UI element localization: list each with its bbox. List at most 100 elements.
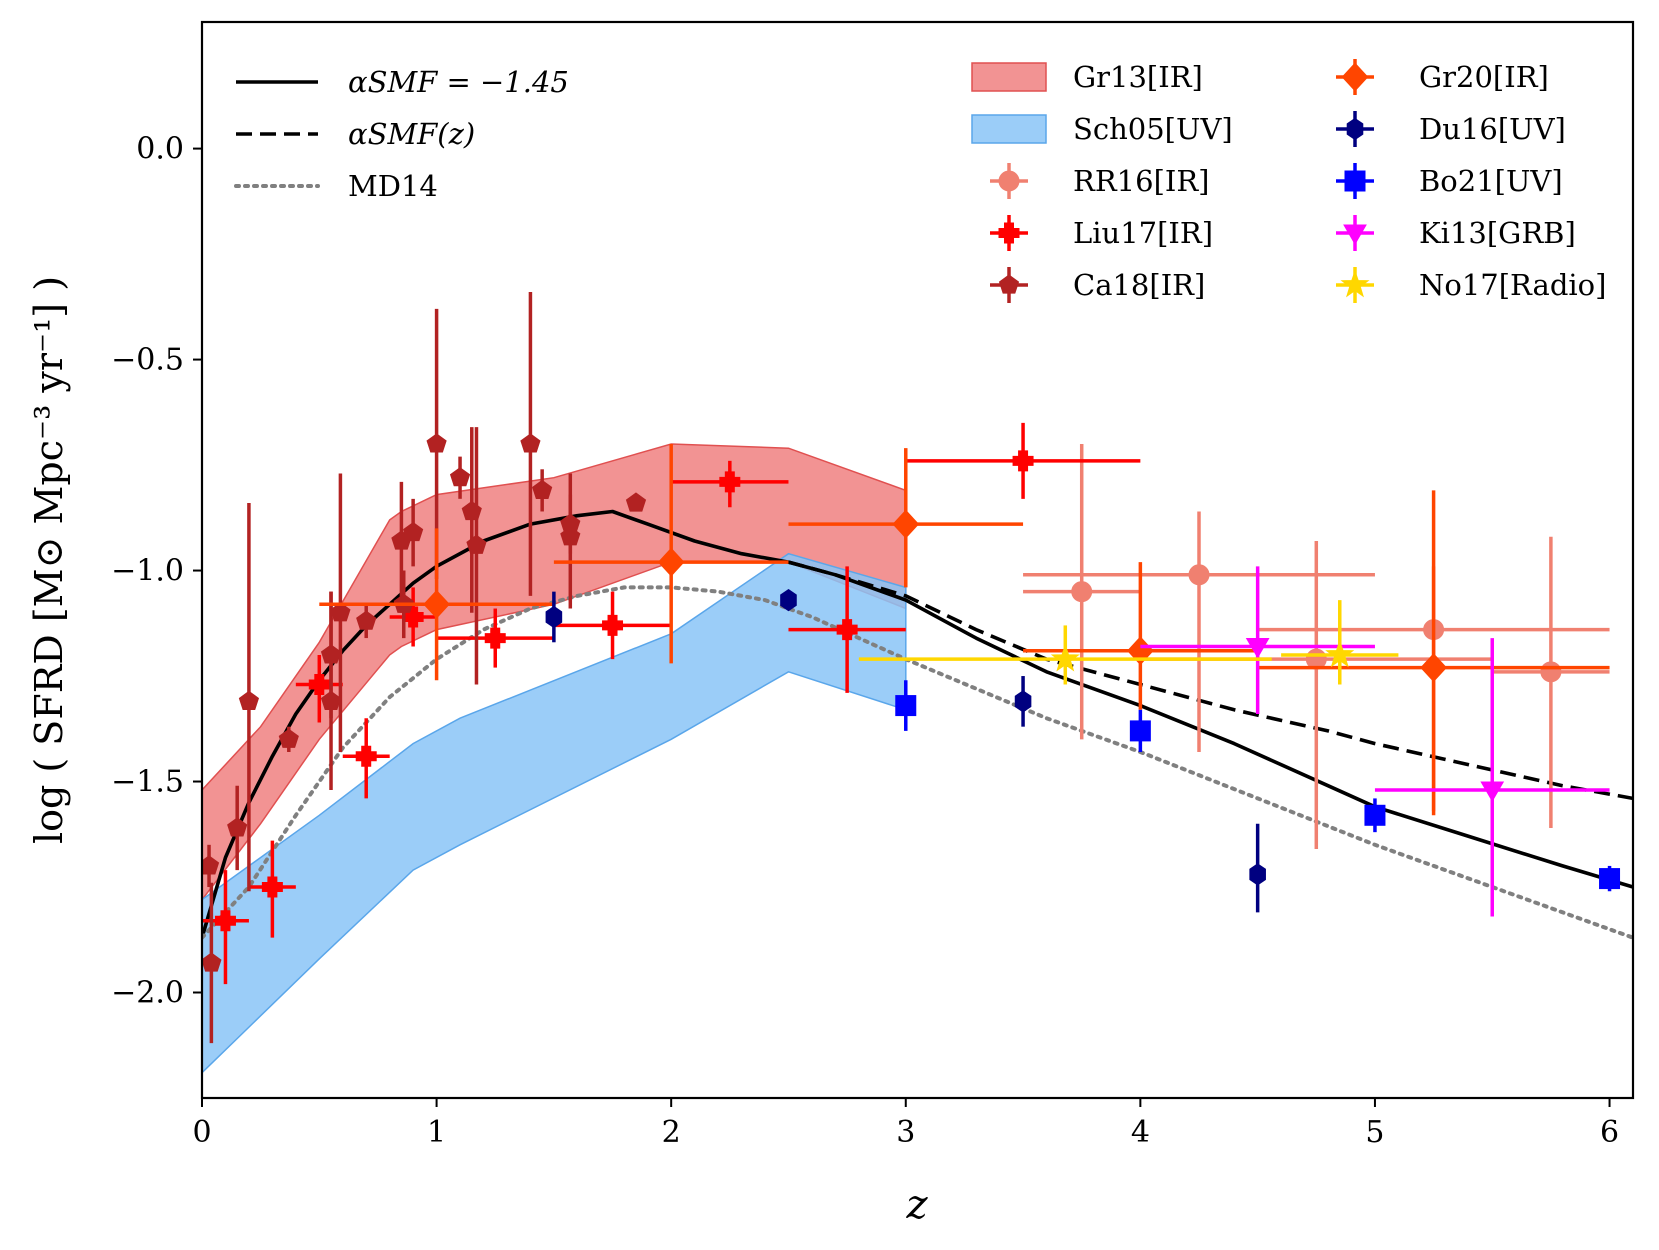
legend-label-bo21-uv: Bo21[UV] bbox=[1419, 164, 1563, 198]
no17-radio-point-1 bbox=[1281, 600, 1399, 685]
ca18-ir-marker-2 bbox=[227, 817, 248, 837]
legend-item-alpha-smf-fixed: αSMF = −1.45 bbox=[236, 65, 569, 99]
legend-swatch-gr20-ir bbox=[1336, 59, 1374, 95]
gr20-ir-point-3 bbox=[1023, 562, 1258, 710]
ki13-grb-marker-1 bbox=[1480, 781, 1505, 802]
y-tick-label-1: −0.5 bbox=[111, 343, 184, 378]
ki13-grb-point-1 bbox=[1374, 638, 1610, 917]
ca18-ir-marker-0 bbox=[202, 855, 220, 875]
gr20-ir-point-2 bbox=[788, 448, 1024, 588]
legend-marker-no17-radio bbox=[1340, 269, 1370, 298]
ca18-ir-marker-17 bbox=[532, 479, 553, 499]
ca18-ir-point-17 bbox=[532, 469, 553, 512]
ca18-ir-marker-16 bbox=[520, 433, 541, 453]
legend-marker-gr20-ir bbox=[1341, 62, 1369, 92]
ca18-ir-marker-8 bbox=[356, 610, 377, 630]
liu17-ir-point-5 bbox=[436, 608, 554, 668]
du16-uv-point-1 bbox=[780, 588, 797, 612]
legend-marker-ki13-grb bbox=[1343, 224, 1367, 245]
legend-label-liu17-ir: Liu17[IR] bbox=[1073, 216, 1213, 250]
y-tick-label-0: 0.0 bbox=[136, 132, 184, 167]
rr16-ir-point-0 bbox=[1023, 443, 1141, 740]
legend-label-gr13-ir: Gr13[IR] bbox=[1073, 60, 1203, 94]
series-du16-uv bbox=[545, 588, 1266, 913]
ca18-ir-point-2 bbox=[227, 785, 248, 871]
gr20-ir-marker-2 bbox=[892, 509, 920, 539]
bo21-uv-point-0 bbox=[895, 680, 917, 731]
bo21-uv-point-3 bbox=[1599, 865, 1621, 892]
no17-radio-marker-1 bbox=[1325, 639, 1355, 668]
legend-swatch-du16-uv bbox=[1336, 111, 1374, 147]
legend-item-du16-uv: Du16[UV] bbox=[1336, 111, 1566, 147]
legend-label-gr20-ir: Gr20[IR] bbox=[1419, 60, 1549, 94]
bo21-uv-marker-0 bbox=[895, 695, 917, 717]
legend-marker-ca18-ir bbox=[998, 274, 1020, 294]
liu17-ir-marker-8 bbox=[836, 619, 858, 641]
legend-item-alpha-smf-z: αSMF(z) bbox=[236, 117, 475, 151]
ca18-ir-marker-20 bbox=[625, 492, 647, 512]
ca18-ir-marker-11 bbox=[403, 521, 424, 542]
legend-item-md14: MD14 bbox=[234, 169, 438, 203]
gr20-ir-marker-1 bbox=[657, 547, 685, 577]
ki13-grb-marker-0 bbox=[1245, 638, 1270, 659]
x-tick-label-3: 3 bbox=[896, 1115, 915, 1150]
legend-label-no17-radio: No17[Radio] bbox=[1419, 268, 1606, 302]
no17-radio-point-0 bbox=[858, 625, 1272, 685]
legend-label-alpha-smf-z: αSMF(z) bbox=[348, 117, 475, 151]
ca18-ir-point-1 bbox=[202, 882, 222, 1044]
legend-label-du16-uv: Du16[UV] bbox=[1419, 112, 1566, 146]
ca18-ir-point-3 bbox=[238, 503, 260, 892]
legend-swatch-sch05-uv bbox=[971, 114, 1047, 144]
rr16-ir-marker-0 bbox=[1071, 581, 1093, 603]
ca18-ir-point-4 bbox=[278, 726, 299, 752]
liu17-ir-point-6 bbox=[553, 591, 672, 660]
liu17-ir-point-8 bbox=[788, 566, 906, 693]
legend-item-gr20-ir: Gr20[IR] bbox=[1336, 59, 1549, 95]
liu17-ir-marker-7 bbox=[719, 471, 741, 493]
legend-swatch-no17-radio bbox=[1336, 267, 1374, 303]
liu17-ir-marker-0 bbox=[214, 910, 236, 932]
rr16-ir-point-2 bbox=[1140, 541, 1493, 850]
ca18-ir-point-16 bbox=[520, 292, 541, 596]
du16-uv-marker-3 bbox=[1249, 863, 1266, 886]
bo21-uv-point-2 bbox=[1364, 798, 1386, 833]
x-tick-label-5: 5 bbox=[1365, 1115, 1384, 1150]
series-no17-radio bbox=[858, 600, 1399, 685]
liu17-ir-marker-1 bbox=[261, 876, 283, 898]
du16-uv-marker-0 bbox=[545, 605, 563, 629]
y-tick-label-2: −1.0 bbox=[111, 554, 184, 589]
liu17-ir-point-9 bbox=[905, 422, 1141, 499]
x-tick-label-4: 4 bbox=[1131, 1115, 1150, 1150]
liu17-ir-point-3 bbox=[342, 718, 390, 799]
legend-item-ca18-ir: Ca18[IR] bbox=[990, 267, 1205, 303]
liu17-ir-marker-5 bbox=[484, 627, 506, 649]
du16-uv-point-3 bbox=[1249, 823, 1266, 913]
ki13-grb-point-0 bbox=[1140, 566, 1375, 715]
legend-swatch-bo21-uv bbox=[1336, 163, 1374, 199]
legend-item-no17-radio: No17[Radio] bbox=[1336, 267, 1606, 303]
rr16-ir-point-1 bbox=[1023, 511, 1375, 752]
ca18-ir-point-11 bbox=[403, 498, 424, 567]
liu17-ir-point-2 bbox=[295, 654, 343, 723]
du16-uv-marker-2 bbox=[1014, 690, 1032, 713]
legend-label-ca18-ir: Ca18[IR] bbox=[1073, 268, 1205, 302]
ca18-ir-point-20 bbox=[625, 492, 647, 512]
series-ki13-grb bbox=[1140, 566, 1610, 917]
legend-label-rr16-ir: RR16[IR] bbox=[1073, 164, 1210, 198]
legend-label-ki13-grb: Ki13[GRB] bbox=[1419, 216, 1576, 250]
x-tick-label-2: 2 bbox=[662, 1115, 681, 1150]
gr20-ir-point-1 bbox=[553, 443, 789, 664]
legend-marker-liu17-ir bbox=[998, 222, 1020, 244]
line-md14 bbox=[202, 585, 1633, 940]
ca18-ir-marker-3 bbox=[238, 690, 260, 710]
legend-item-rr16-ir: RR16[IR] bbox=[990, 163, 1210, 199]
rr16-ir-marker-4 bbox=[1540, 661, 1562, 683]
ca18-ir-point-19 bbox=[560, 494, 581, 554]
no17-radio-marker-0 bbox=[1050, 643, 1080, 672]
liu17-ir-marker-9 bbox=[1012, 450, 1034, 472]
ca18-ir-marker-13 bbox=[449, 467, 471, 487]
legend-item-gr13-ir: Gr13[IR] bbox=[971, 60, 1203, 94]
y-axis-label: log ( SFRD [M⊙ Mpc⁻³ yr⁻¹] ) bbox=[27, 276, 71, 844]
legend-swatch-ca18-ir bbox=[990, 267, 1028, 303]
